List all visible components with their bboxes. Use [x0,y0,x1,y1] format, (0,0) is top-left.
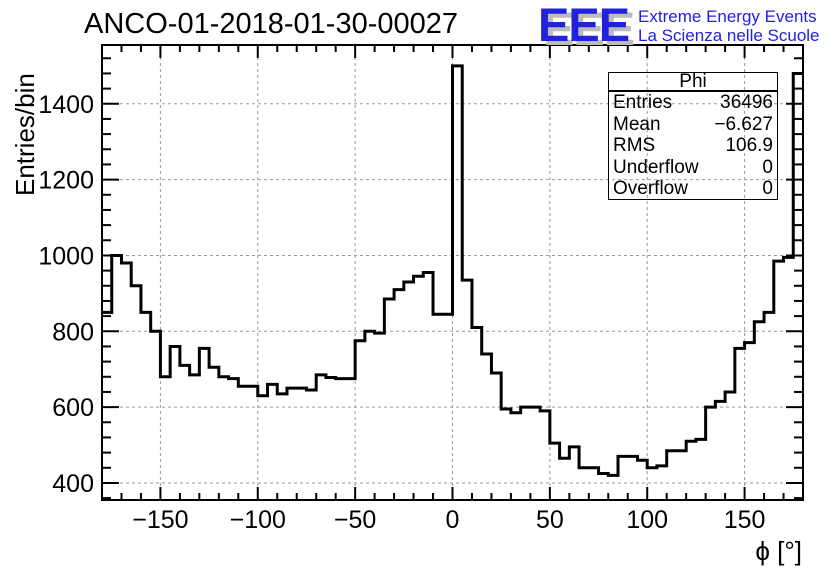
eee-logo-letters: EEE [538,0,630,51]
y-tick-label: 800 [52,318,94,346]
stats-row-mean: Mean −6.627 [609,114,777,136]
stats-row-underflow: Underflow 0 [609,157,777,179]
stats-row-rms: RMS 106.9 [609,135,777,157]
y-tick-label: 400 [52,470,94,498]
eee-logo-text: Extreme Energy Events La Scienza nelle S… [638,7,819,45]
stats-label: Underflow [613,156,699,178]
x-tick-label: −150 [132,506,188,534]
y-tick-label: 600 [52,394,94,422]
y-tick-label: 1000 [38,242,94,270]
eee-logo: EEE Extreme Energy Events La Scienza nel… [538,0,820,51]
x-tick-label: 50 [536,506,564,534]
stats-value: 0 [762,178,773,199]
x-tick-label: 0 [446,506,460,534]
plot-title: ANCO-01-2018-01-30-00027 [84,8,458,40]
stats-title: Phi [609,72,777,92]
eee-logo-line1: Extreme Energy Events [638,7,817,26]
stats-label: Overflow [613,178,688,199]
x-tick-label: −50 [334,506,376,534]
stats-box: Phi Entries 36496 Mean −6.627 RMS 106.9 … [608,72,778,200]
x-tick-label: 100 [626,506,668,534]
x-tick-label: 150 [724,506,766,534]
x-axis-title: ϕ [°] [755,536,802,566]
histogram-line [102,64,803,477]
stats-label: Entries [613,92,673,113]
y-tick-label: 1200 [38,167,94,195]
stats-value: 36496 [720,92,773,113]
stats-value: 0 [762,156,773,178]
stats-row-overflow: Overflow 0 [609,178,777,200]
x-tick-label: −100 [230,506,286,534]
eee-logo-line2: La Scienza nelle Scuole [638,26,820,45]
stats-row-entries: Entries 36496 [609,92,777,114]
stats-value: −6.627 [714,113,773,135]
stats-value: 106.9 [725,135,773,156]
y-tick-label: 1400 [38,91,94,119]
stats-label: RMS [613,135,656,156]
stats-label: Mean [613,113,661,135]
y-axis-title: Entries/bin [10,73,40,196]
